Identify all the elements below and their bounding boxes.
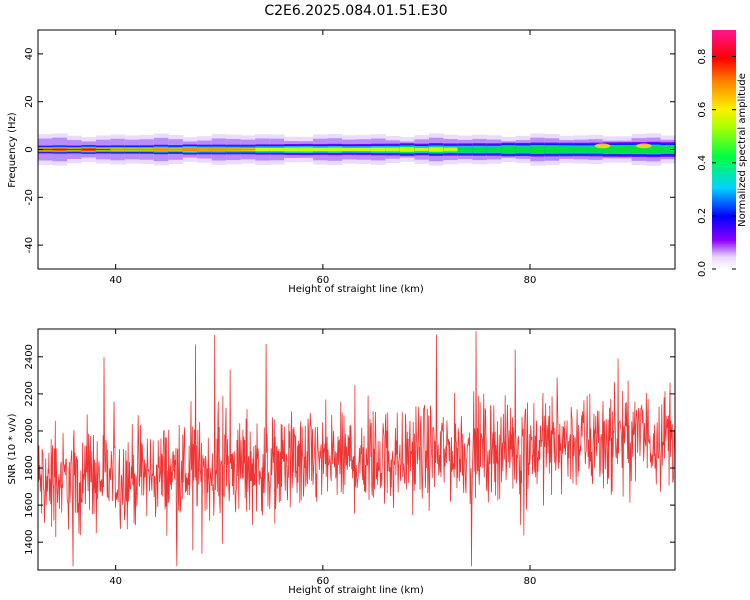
heatmap-cell: [226, 148, 242, 151]
heatmap-cell: [573, 146, 589, 153]
heatmap-cell: [240, 148, 256, 151]
colorbar-tick-label: 0.6: [697, 102, 708, 118]
heatmap-hotspot: [635, 143, 652, 149]
snr-ylabel: SNR (10 * v/v): [7, 413, 18, 484]
heatmap-cell: [211, 148, 227, 151]
spectrogram-x-tick-label: 80: [524, 275, 537, 286]
heatmap-cell: [530, 146, 546, 153]
snr-x-tick-label: 80: [524, 576, 537, 587]
heatmap-cell: [66, 148, 83, 151]
heatmap-band: [38, 133, 676, 166]
colorbar-ticks: 0.0 0.2 0.4 0.6 0.8: [697, 49, 736, 277]
snr-x-tick-label: 40: [109, 576, 122, 587]
spectrogram-y-tick-label: 0: [24, 146, 35, 152]
heatmap-cell: [602, 146, 618, 153]
colorbar-tick-label: 0.2: [697, 208, 708, 224]
colorbar-tick-label: 0.4: [697, 155, 708, 171]
heatmap-cell: [342, 147, 358, 152]
colorbar: 0.0 0.2 0.4 0.6 0.8 Normalized spectral ampl…: [697, 30, 748, 277]
heatmap-cell: [559, 146, 575, 153]
heatmap-cell: [544, 146, 560, 153]
heatmap-cell: [443, 147, 459, 152]
heatmap-cell: [327, 147, 343, 152]
snr-y-tick-label: 1600: [24, 492, 35, 517]
colorbar-tick-label: 0.0: [697, 261, 708, 277]
snr-y-tick-label: 2000: [24, 418, 35, 443]
snr-series-line: [38, 330, 675, 567]
spectrogram-ylabel: Frequency (Hz): [7, 112, 18, 188]
snr-x-ticks: 40 60 80: [109, 329, 536, 587]
figure-title: C2E6.2025.084.01.51.E30: [264, 3, 447, 19]
heatmap-cell: [52, 148, 68, 151]
heatmap-cell: [428, 147, 444, 152]
spectrogram-y-tick-label: 20: [24, 95, 35, 108]
heatmap-cell: [515, 146, 531, 153]
heatmap-cell: [298, 147, 314, 152]
heatmap-cell: [269, 147, 285, 152]
heatmap-cell: [284, 147, 300, 152]
heatmap-cell: [399, 147, 416, 152]
heatmap-cell: [313, 147, 329, 152]
heatmap-cell: [457, 146, 473, 153]
snr-x-tick-label: 60: [316, 576, 329, 587]
heatmap-cell: [197, 148, 213, 151]
heatmap-cell: [38, 148, 54, 151]
heatmap-cell: [168, 148, 184, 151]
spectrogram-xlabel: Height of straight line (km): [288, 284, 424, 295]
heatmap-cell: [255, 147, 271, 152]
spectrogram-x-ticks: 40 60 80: [109, 30, 536, 286]
snr-frame: [37, 328, 676, 571]
snr-y-tick-label: 1400: [24, 529, 35, 554]
heatmap-cell: [486, 146, 502, 153]
spectrogram-panel: 40 60 80 -40 -20 0 20 40 Height of straight li…: [7, 29, 676, 295]
heatmap-cell: [110, 148, 126, 151]
heatmap-cell: [646, 145, 662, 154]
heatmap-cell: [631, 145, 647, 154]
heatmap-cell: [356, 147, 372, 152]
spectrogram-y-tick-label: -20: [24, 189, 35, 205]
heatmap-cell: [95, 148, 111, 151]
spectrogram-y-tick-label: -40: [24, 237, 35, 253]
colorbar-tick-label: 0.8: [697, 49, 708, 65]
heatmap-cell: [472, 146, 488, 153]
colorbar-gradient: [712, 30, 736, 269]
heatmap-cell: [81, 148, 97, 151]
heatmap-cell: [139, 148, 155, 151]
heatmap-cell: [588, 146, 604, 153]
snr-y-ticks: 1400 1600 1800 2000 2200 2400: [24, 344, 675, 555]
snr-y-tick-label: 2400: [24, 344, 35, 369]
heatmap-cell: [617, 146, 633, 153]
heatmap-hotspot: [594, 143, 611, 149]
heatmap-cell: [660, 146, 676, 153]
snr-y-tick-label: 2200: [24, 381, 35, 406]
heatmap-cell: [182, 148, 198, 151]
snr-panel: 40 60 80 1400 1600 1800 2000 2200 2400 Height o…: [7, 328, 676, 596]
heatmap-cell: [370, 147, 387, 152]
heatmap-cell: [414, 147, 430, 152]
snr-xlabel: Height of straight line (km): [288, 585, 424, 596]
spectrogram-x-tick-label: 60: [316, 275, 329, 286]
heatmap-cell: [124, 148, 140, 151]
snr-y-tick-label: 1800: [24, 455, 35, 480]
spectrogram-x-tick-label: 40: [109, 275, 122, 286]
spectrogram-y-tick-label: 40: [24, 48, 35, 61]
heatmap-cell: [385, 147, 401, 152]
spectrogram-y-ticks: -40 -20 0 20 40: [24, 48, 675, 253]
heatmap-cell: [153, 148, 169, 151]
colorbar-label: Normalized spectral amplitude: [737, 73, 748, 227]
heatmap-cell: [501, 146, 517, 153]
